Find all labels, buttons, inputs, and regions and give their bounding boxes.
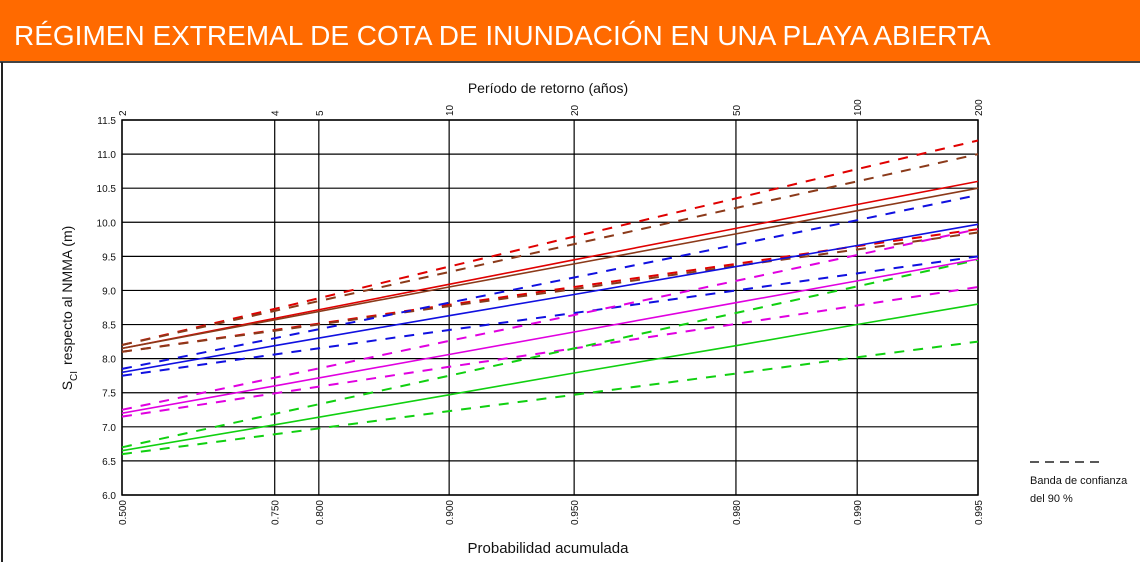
- confidence-band: [121, 139, 979, 346]
- x-tick-label: 0.800: [315, 500, 326, 525]
- x-tick-label: 0.990: [853, 500, 864, 525]
- x-tick-label: 0.995: [974, 500, 985, 525]
- plot-frame: [121, 119, 979, 496]
- x2-tick-label: 4: [271, 110, 282, 116]
- confidence-band: [121, 228, 979, 411]
- confidence-band: [121, 255, 979, 377]
- x-axis-title: Probabilidad acumulada: [468, 540, 630, 557]
- x2-tick-label: 50: [732, 104, 743, 116]
- series-line: [121, 187, 979, 350]
- confidence-band: [121, 231, 979, 353]
- series-line: [121, 180, 979, 350]
- x2-tick-label: 5: [315, 110, 326, 116]
- y-tick-label: 7.0: [102, 423, 116, 434]
- x2-tick-label: 100: [853, 99, 864, 116]
- y-tick-label: 9.5: [102, 252, 116, 263]
- legend-text: Banda de confianza: [1030, 475, 1128, 487]
- y-axis-subscript: CI: [69, 371, 80, 381]
- series-line: [121, 303, 979, 452]
- y-tick-label: 10.5: [97, 184, 117, 195]
- x2-tick-label: 200: [974, 99, 985, 116]
- y-axis-title: SCI respecto al NMMA (m): [59, 226, 80, 391]
- confidence-band: [121, 153, 979, 346]
- y-tick-label: 7.5: [102, 389, 116, 400]
- y-tick-label: 11.5: [97, 116, 116, 127]
- y-axis-symbol: S: [59, 381, 75, 390]
- x-tick-label: 0.750: [271, 500, 282, 525]
- x2-axis-title: Período de retorno (años): [468, 80, 628, 96]
- x2-tick-label: 20: [570, 104, 581, 116]
- chart-title: RÉGIMEN EXTREMAL DE COTA DE INUNDACIÓN E…: [14, 20, 991, 51]
- confidence-band: [121, 286, 979, 418]
- y-tick-label: 6.5: [102, 457, 116, 468]
- x-tick-label: 0.950: [570, 500, 581, 525]
- y-tick-label: 8.0: [102, 355, 116, 366]
- x-tick-label: 0.980: [732, 500, 743, 525]
- confidence-band: [121, 258, 979, 449]
- series-line: [121, 258, 979, 414]
- y-axis-label: respecto al NMMA (m): [59, 226, 75, 365]
- x2-tick-label: 2: [118, 110, 129, 116]
- x-tick-label: 0.500: [118, 500, 129, 525]
- legend-text: del 90 %: [1030, 493, 1073, 505]
- header-band: [0, 0, 1140, 62]
- y-tick-label: 6.0: [102, 491, 116, 502]
- y-tick-label: 11.0: [97, 150, 116, 161]
- confidence-band: [121, 340, 979, 456]
- y-tick-label: 10.0: [97, 218, 117, 229]
- x2-tick-label: 10: [445, 104, 456, 116]
- y-tick-label: 9.0: [102, 286, 116, 297]
- series-line: [121, 223, 979, 374]
- confidence-band: [121, 194, 979, 370]
- y-tick-label: 8.5: [102, 321, 116, 332]
- x-tick-label: 0.900: [445, 500, 456, 525]
